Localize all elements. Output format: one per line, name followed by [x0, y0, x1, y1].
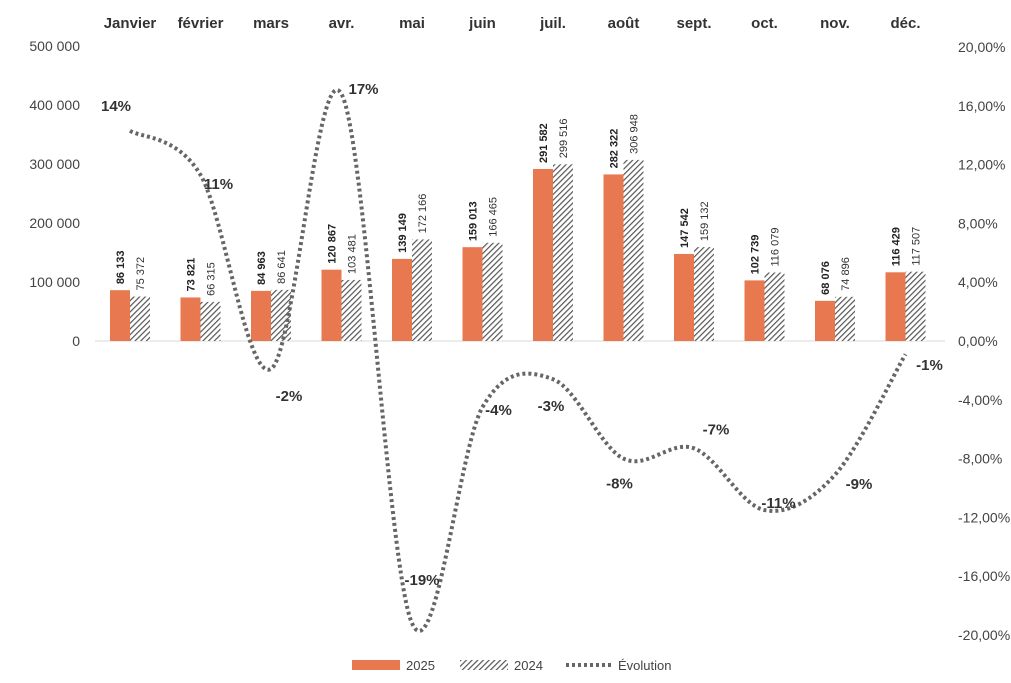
category-label: nov. [820, 15, 850, 32]
bar-2024-value-label: 86 641 [276, 250, 288, 284]
bar-2025-value-label: 139 149 [397, 213, 409, 253]
legend-label-evolution: Évolution [618, 658, 671, 673]
right-axis-tick-label: -12,00% [958, 509, 1010, 525]
bar-2025-value-label: 120 867 [327, 224, 339, 264]
evolution-value-label: -3% [538, 398, 565, 415]
bar-2025-value-label: 282 322 [609, 129, 621, 169]
category-label: déc. [890, 15, 920, 32]
evolution-value-label: -19% [404, 572, 439, 589]
bar-2024 [764, 272, 785, 341]
bar-2024 [412, 239, 432, 341]
bar-2024-value-label: 66 315 [206, 262, 218, 296]
category-label: mars [253, 15, 289, 32]
bar-2024-value-label: 103 481 [347, 234, 359, 274]
bar-2025 [321, 269, 342, 341]
bar-2025 [603, 174, 624, 341]
category-label: avr. [329, 15, 355, 32]
evolution-value-label: 11% [204, 176, 233, 193]
bar-2024 [623, 159, 644, 341]
legend-label-2025: 2025 [406, 658, 435, 673]
evolution-value-label: -1% [916, 357, 943, 374]
evolution-value-label: 17% [348, 81, 378, 98]
bar-2024-value-label: 166 465 [488, 197, 500, 237]
right-axis-tick-label: 12,00% [958, 157, 1005, 173]
bar-2025-value-label: 84 963 [256, 251, 268, 285]
right-axis-tick-label: 16,00% [958, 98, 1005, 114]
bar-2024 [482, 242, 503, 341]
bar-2024-value-label: 306 948 [629, 114, 641, 154]
bar-2025 [885, 272, 906, 341]
bar-2024-value-label: 159 132 [699, 201, 711, 241]
category-label: février [178, 15, 224, 32]
bar-2024-value-label: 74 896 [840, 257, 852, 291]
category-label: oct. [751, 15, 778, 32]
left-axis-tick-label: 300 000 [29, 156, 80, 172]
bar-2025 [110, 290, 130, 341]
evolution-value-label: -4% [485, 402, 512, 419]
right-axis-tick-label: 20,00% [958, 39, 1005, 55]
bar-2025-value-label: 102 739 [750, 235, 762, 275]
left-axis-tick-label: 100 000 [29, 274, 80, 290]
bar-2025 [392, 258, 412, 341]
right-axis-tick-label: 8,00% [958, 215, 998, 231]
right-axis-tick-label: -8,00% [958, 451, 1002, 467]
left-axis-tick-label: 400 000 [29, 97, 80, 113]
bar-2024-value-label: 116 079 [770, 228, 782, 267]
evolution-value-label: 14% [101, 98, 131, 115]
bar-2025-value-label: 86 133 [115, 251, 127, 285]
bar-2024-value-label: 172 166 [417, 194, 429, 234]
bar-2024 [835, 296, 855, 341]
bar-2025-value-label: 159 013 [468, 201, 480, 241]
evolution-value-label: -7% [703, 421, 730, 438]
category-label: Janvier [104, 15, 157, 32]
bar-2025 [815, 300, 835, 341]
bar-2025-value-label: 73 821 [186, 258, 198, 292]
bar-2024-value-label: 299 516 [558, 119, 570, 159]
legend-swatch-2025 [352, 660, 400, 670]
category-label: sept. [676, 15, 711, 32]
evolution-value-label: -8% [606, 476, 633, 493]
legend-label-2024: 2024 [514, 658, 543, 673]
bar-2024 [271, 289, 291, 341]
bar-2024 [553, 164, 573, 341]
category-label: mai [399, 15, 425, 32]
category-label: juil. [539, 15, 566, 32]
right-axis-tick-label: 4,00% [958, 274, 998, 290]
evolution-value-label: -9% [846, 476, 873, 493]
legend-swatch-2024 [460, 660, 508, 670]
bar-2024-value-label: 117 507 [911, 227, 923, 266]
bar-2025-value-label: 291 582 [538, 123, 550, 163]
bar-2024 [694, 247, 714, 341]
bar-2025 [674, 253, 694, 341]
left-axis-tick-label: 200 000 [29, 215, 80, 231]
evolution-value-label: -2% [276, 388, 303, 405]
bar-2025 [462, 247, 483, 341]
right-axis-tick-label: -16,00% [958, 568, 1010, 584]
bar-2025 [744, 280, 765, 341]
evolution-line [128, 88, 908, 633]
bar-2025-value-label: 68 076 [820, 261, 832, 295]
bar-2024-value-label: 75 372 [135, 257, 147, 291]
left-axis-tick-label: 0 [72, 333, 80, 349]
right-axis-tick-label: -20,00% [958, 627, 1010, 643]
right-axis-tick-label: 0,00% [958, 333, 998, 349]
category-label: juin [468, 15, 496, 32]
left-axis-tick-label: 500 000 [29, 38, 80, 54]
bar-2025 [180, 297, 201, 341]
evolution-value-label: -11% [761, 495, 795, 512]
bar-2024 [200, 301, 221, 341]
bar-2025-value-label: 116 429 [891, 227, 903, 266]
bar-2025-value-label: 147 542 [679, 208, 691, 248]
bar-2024 [341, 279, 362, 341]
right-axis-tick-label: -4,00% [958, 392, 1002, 408]
category-label: août [608, 15, 640, 32]
bar-2025 [533, 168, 553, 341]
bar-2024 [130, 296, 150, 341]
bar-2025 [251, 290, 271, 341]
bar-2024 [905, 271, 926, 341]
